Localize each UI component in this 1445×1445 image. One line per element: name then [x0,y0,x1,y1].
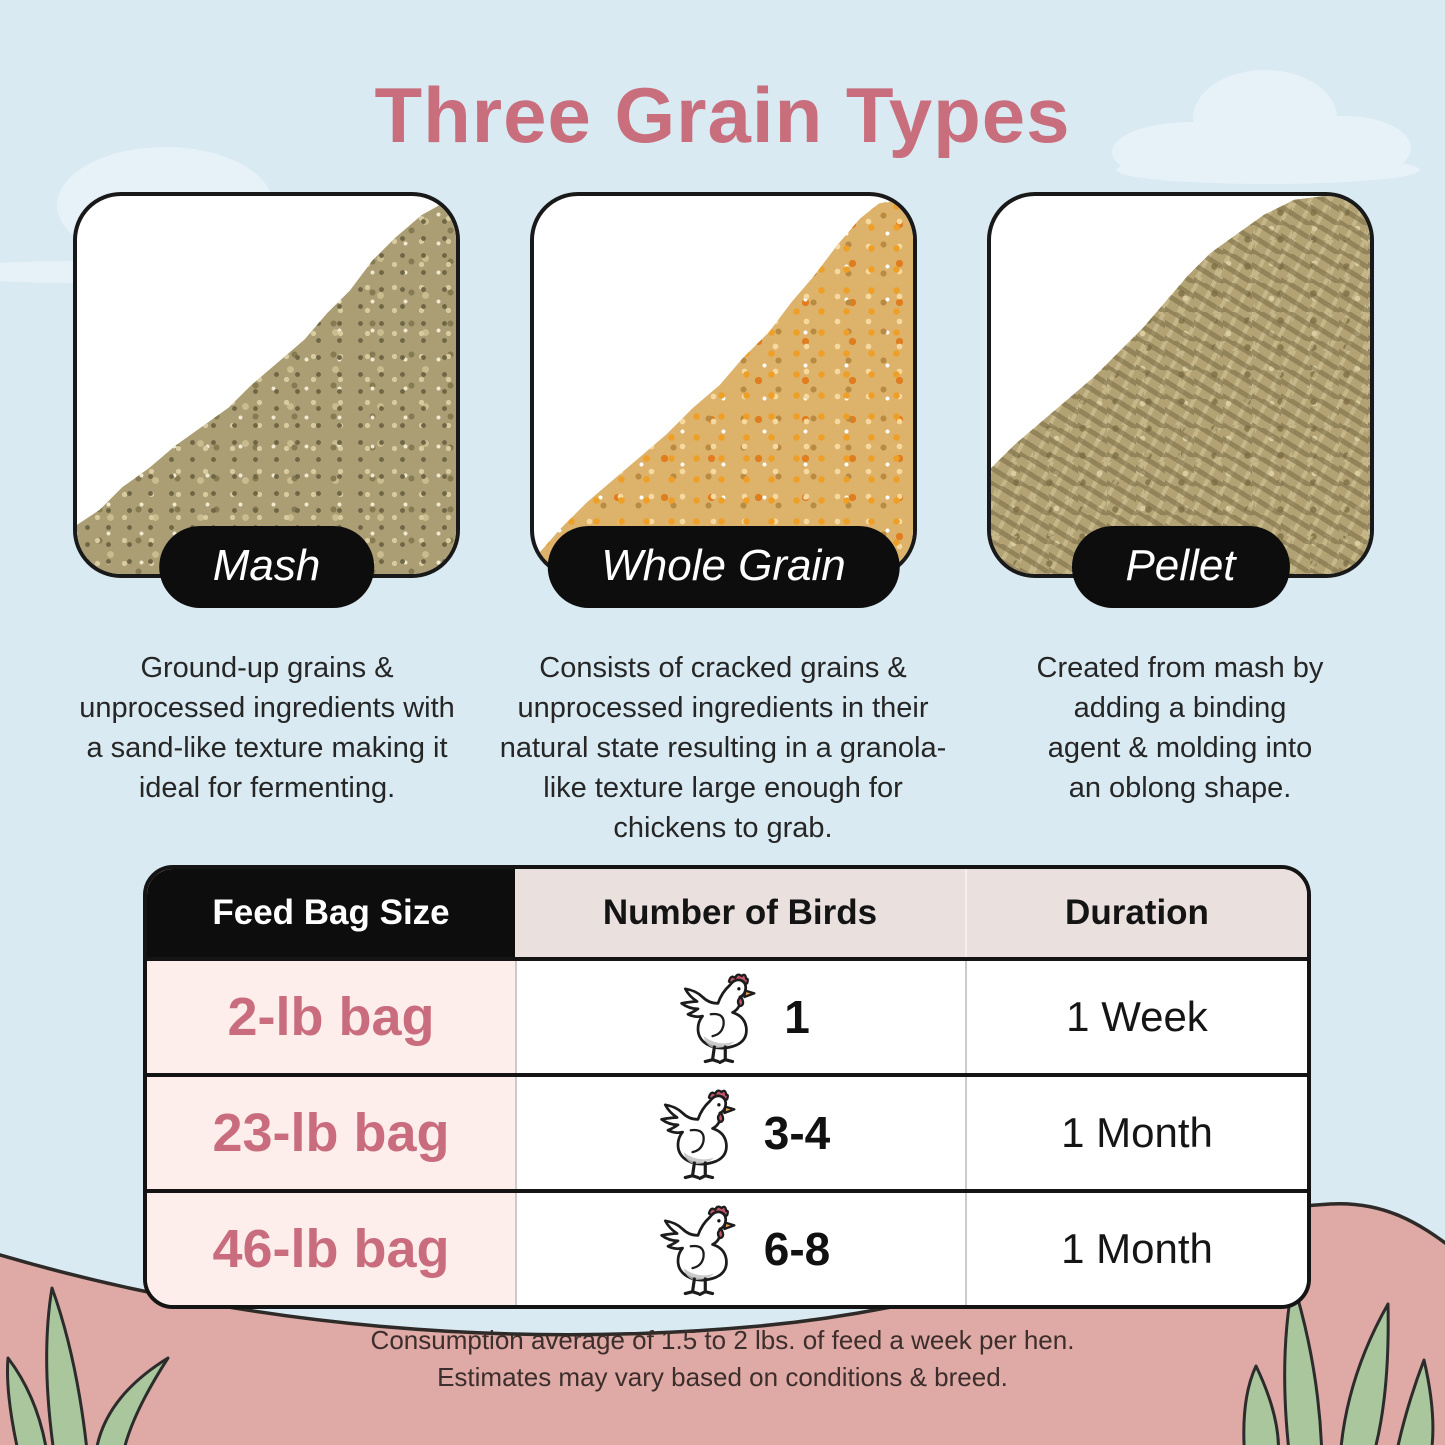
header-number-of-birds: Number of Birds [515,869,965,957]
table-header-row: Feed Bag Size Number of Birds Duration [147,869,1307,957]
duration-value: 1 Month [965,1077,1307,1189]
bag-size-value: 46-lb bag [147,1193,515,1305]
duration-value: 1 Week [965,961,1307,1073]
grain-label-pellet: Pellet [1071,526,1290,608]
grain-card-mash: Mash [73,192,460,608]
chicken-icon [660,1205,736,1297]
grain-description-whole-grain: Consists of cracked grains & unprocessed… [499,652,947,844]
footnote-line-2: Estimates may vary based on conditions &… [437,1362,1008,1392]
grain-label-whole-grain: Whole Grain [547,526,900,608]
chicken-icon [660,1089,736,1181]
feed-table: Feed Bag Size Number of Birds Duration 2… [143,865,1311,1309]
bird-count: 3-4 [763,1107,831,1159]
chicken-icon [680,973,756,1065]
table-row: 46-lb bag 6-8 1 Month [147,1189,1307,1305]
bird-count: 1 [784,991,810,1043]
grain-card-pellet: Pellet [987,192,1374,608]
footnote-line-1: Consumption average of 1.5 to 2 lbs. of … [370,1325,1075,1355]
duration-value: 1 Month [965,1193,1307,1305]
birds-cell: 3-4 [515,1077,965,1189]
footnote: Consumption average of 1.5 to 2 lbs. of … [0,1322,1445,1396]
birds-cell: 6-8 [515,1193,965,1305]
table-row: 23-lb bag 3-4 1 Month [147,1073,1307,1189]
table-row: 2-lb bag 1 1 Week [147,957,1307,1073]
grain-photo-mash [77,196,456,574]
pellet-pile-image [991,196,1370,574]
header-feed-bag-size: Feed Bag Size [147,869,515,957]
bird-count: 6-8 [763,1223,831,1275]
grain-photo-whole-grain [534,196,913,574]
grain-card-whole-grain: Whole Grain [530,192,917,608]
grain-label-mash: Mash [158,526,375,608]
birds-cell: 1 [515,961,965,1073]
bag-size-value: 2-lb bag [147,961,515,1073]
bag-size-value: 23-lb bag [147,1077,515,1189]
page-title: Three Grain Types [374,71,1071,159]
grain-photo-pellet [991,196,1370,574]
cloud-icon [1112,70,1420,184]
grain-description-mash: Ground-up grains & unprocessed ingredien… [79,652,455,804]
grain-description-pellet: Created from mash by adding a binding ag… [1036,652,1324,804]
grass-icon [6,1286,170,1445]
header-duration: Duration [965,869,1307,957]
mash-pile-image [77,196,456,574]
whole-grain-pile-image [534,196,913,574]
